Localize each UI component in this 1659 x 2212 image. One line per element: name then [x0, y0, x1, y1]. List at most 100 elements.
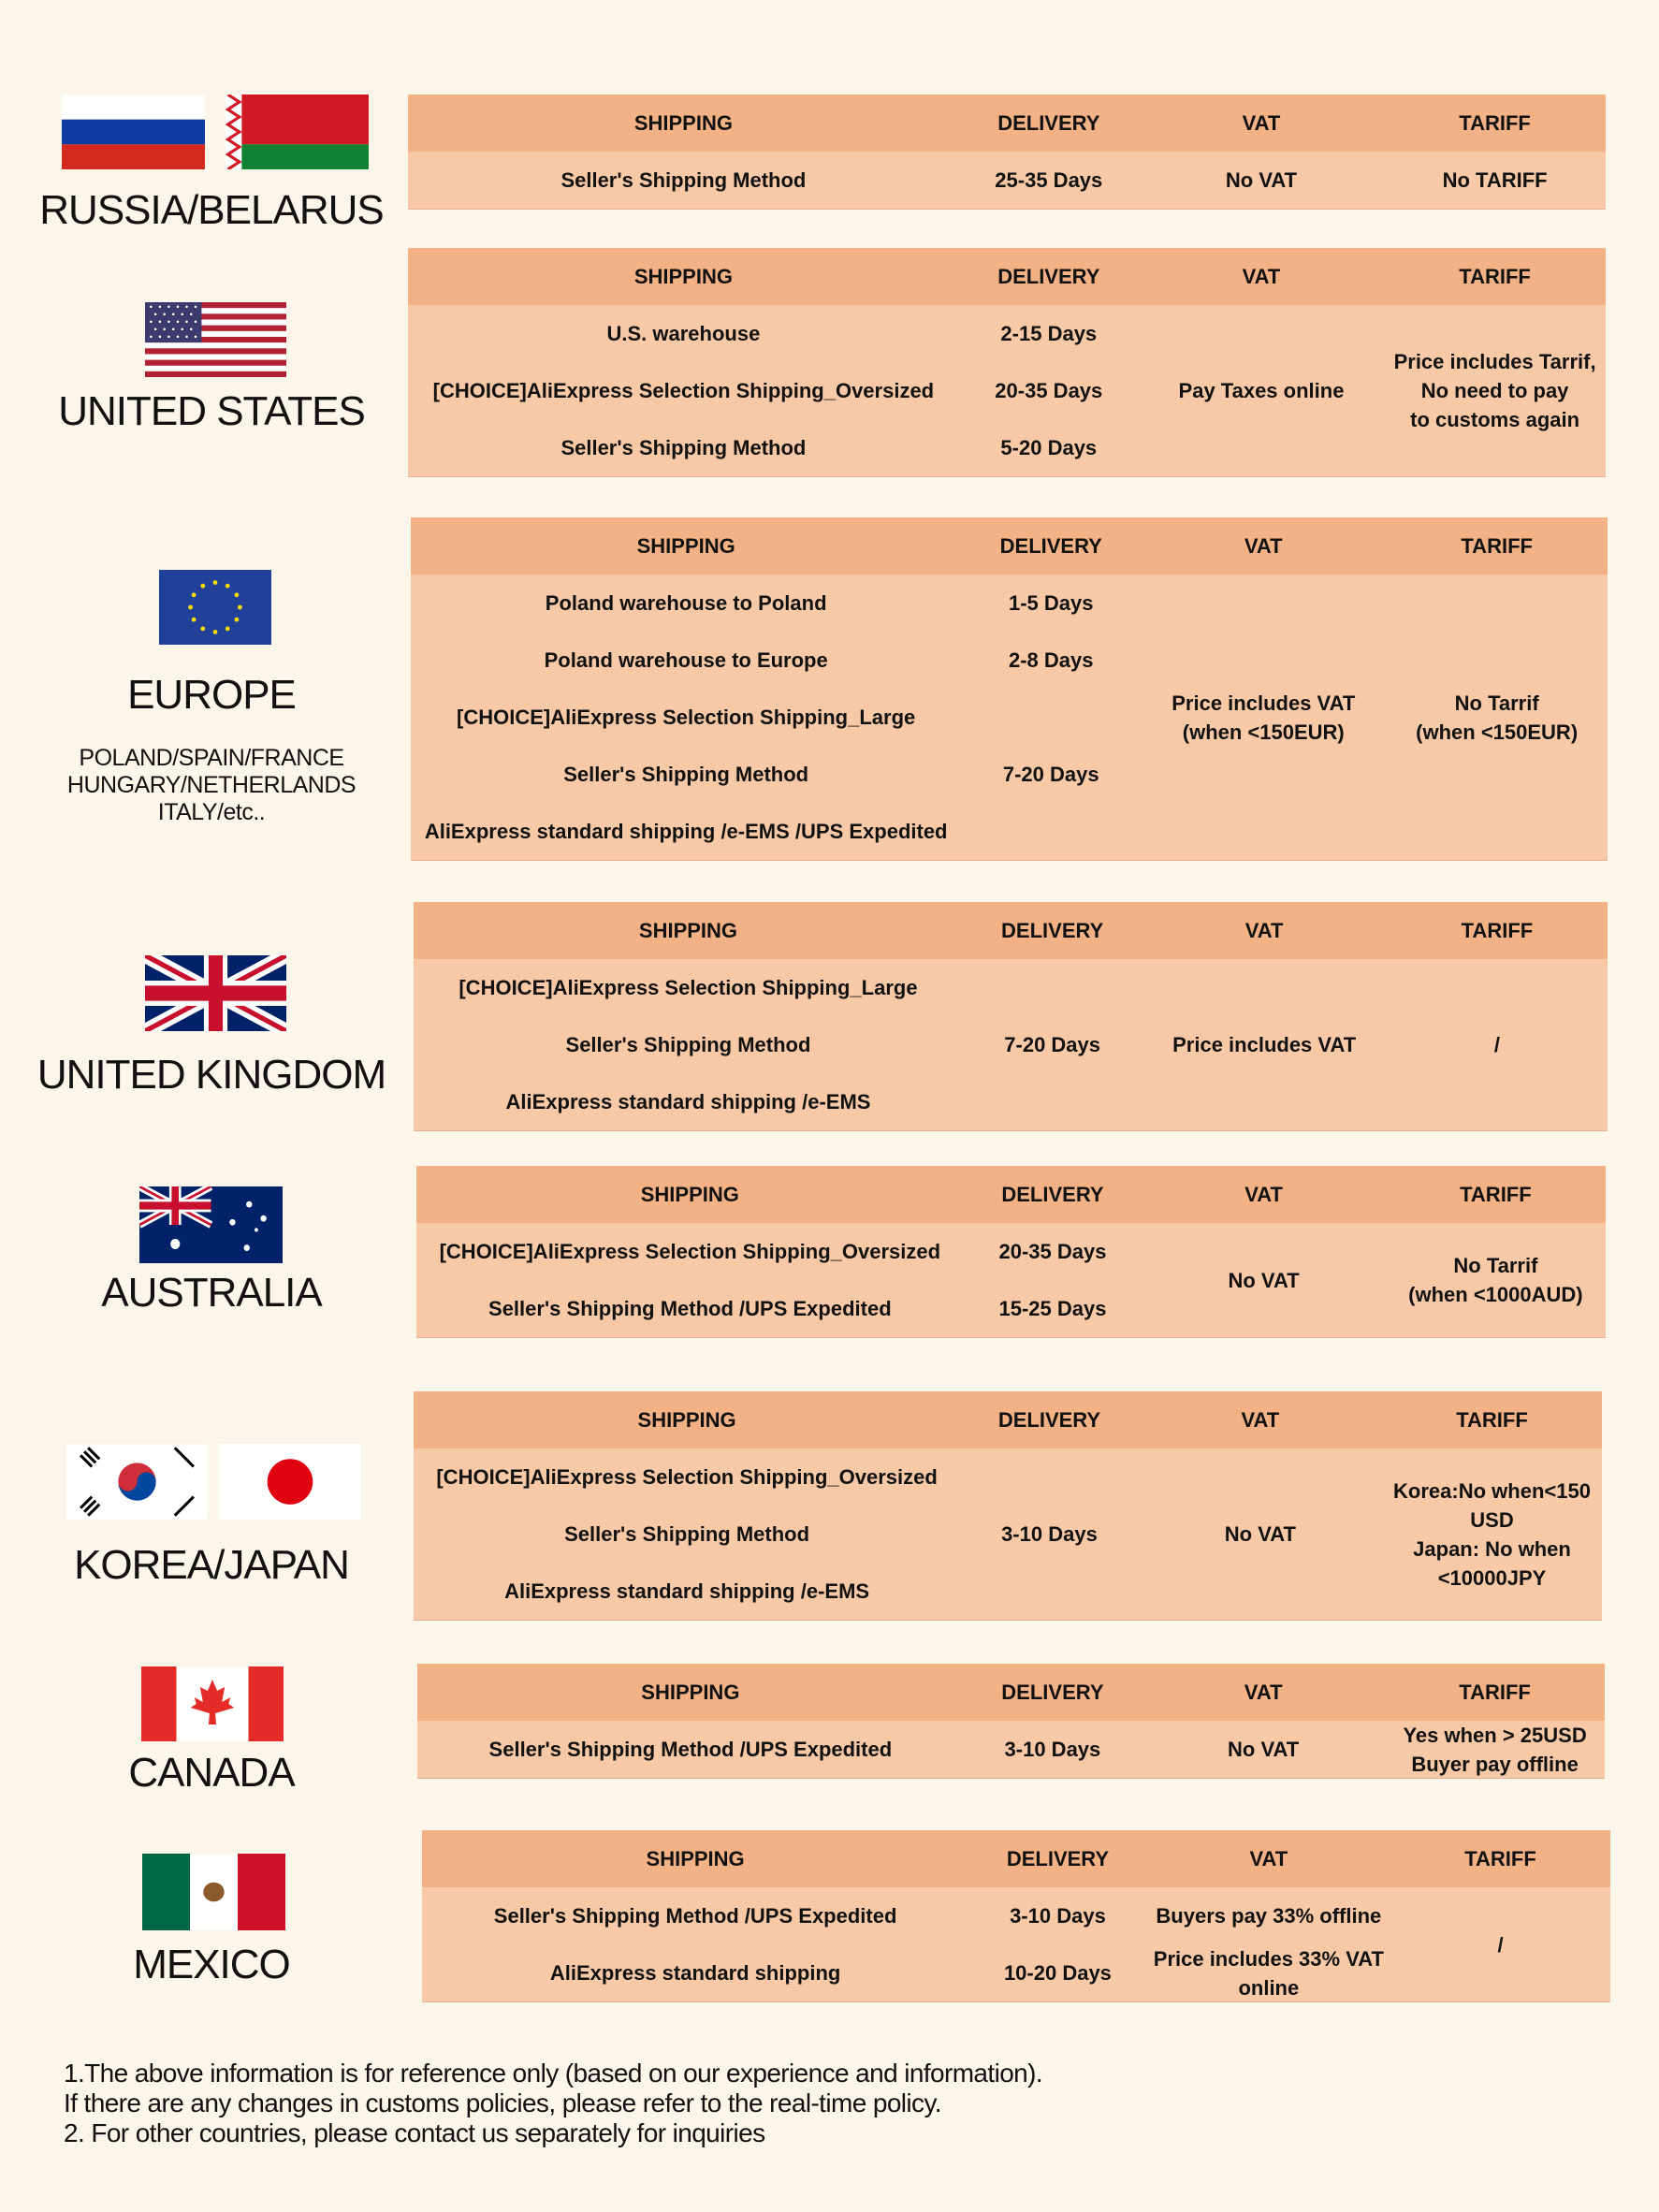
header-tariff: TARIFF: [1386, 902, 1608, 959]
header-tariff: TARIFF: [1390, 1830, 1610, 1887]
shipping-table-australia: SHIPPING DELIVERY VAT TARIFF [CHOICE]AliExpr…: [416, 1166, 1606, 1337]
delivery-cell: [961, 689, 1141, 746]
uk-flag-icon: [145, 955, 286, 1031]
vat-cell: No VAT: [1225, 168, 1298, 192]
shipping-table-europe: SHIPPING DELIVERY VAT TARIFF Poland warehous…: [411, 517, 1608, 860]
delivery-cell: 7-20 Days: [1002, 763, 1099, 786]
header-vat: VAT: [1142, 1166, 1386, 1223]
delivery-cell: 7-20 Days: [1004, 1033, 1101, 1056]
vat-cell: Price includes 33% VAT online: [1153, 1946, 1384, 2000]
header-vat: VAT: [1138, 1391, 1383, 1448]
shipping-cell: Poland warehouse to Poland: [545, 591, 827, 615]
country-label: CANADA: [128, 1750, 295, 1796]
delivery-cell: 25-35 Days: [995, 168, 1103, 192]
shipping-table-russia-belarus: SHIPPING DELIVERY VAT TARIFF Seller's Shippi…: [408, 95, 1606, 209]
shipping-table-canada: SHIPPING DELIVERY VAT TARIFF Seller's Shippi…: [417, 1664, 1605, 1778]
header-shipping: SHIPPING: [416, 1166, 964, 1223]
shipping-cell: [CHOICE]AliExpress Selection Shipping_Ov…: [439, 1240, 941, 1263]
shipping-cell: Seller's Shipping Method: [565, 1033, 811, 1056]
country-label: AUSTRALIA: [101, 1270, 323, 1316]
country-label: RUSSIA/BELARUS: [39, 187, 384, 233]
eu-flag-icon: [159, 570, 271, 645]
canada-flag-icon: [141, 1666, 284, 1741]
shipping-cell: Poland warehouse to Europe: [544, 648, 828, 672]
country-label: UNITED KINGDOM: [36, 1052, 386, 1098]
vat-cell: Pay Taxes online: [1178, 379, 1345, 402]
header-shipping: SHIPPING: [414, 902, 963, 959]
shipping-cell: AliExpress standard shipping: [549, 1961, 841, 1985]
header-delivery: DELIVERY: [963, 1664, 1142, 1721]
header-tariff: TARIFF: [1385, 1166, 1606, 1223]
shipping-cell: AliExpress standard shipping /e-EMS: [505, 1090, 871, 1113]
shipping-cell: [CHOICE]AliExpress Selection Shipping_Ov…: [432, 379, 935, 402]
delivery-cell: [963, 959, 1142, 1016]
tariff-cell: /: [1493, 1033, 1500, 1056]
tariff-cell: No Tarrif (when <1000AUD): [1408, 1254, 1583, 1306]
region-line: HUNGARY/NETHERLANDS: [66, 772, 357, 798]
header-vat: VAT: [1146, 1830, 1391, 1887]
shipping-cell: [CHOICE]AliExpress Selection Shipping_La…: [457, 706, 916, 729]
mexico-flag-icon: [142, 1854, 285, 1930]
shipping-cell: Seller's Shipping Method /UPS Expedited: [488, 1297, 892, 1320]
tariff-cell: No TARIFF: [1442, 168, 1548, 192]
shipping-table-mexico: SHIPPING DELIVERY VAT TARIFF Seller's Shippi…: [422, 1830, 1610, 2001]
country-label: MEXICO: [133, 1942, 291, 1987]
header-shipping: SHIPPING: [414, 1391, 961, 1448]
header-vat: VAT: [1138, 248, 1385, 305]
vat-cell: No VAT: [1228, 1268, 1300, 1292]
footer-note: 2. For other countries, please contact u…: [64, 2118, 765, 2147]
country-label: EUROPE: [127, 672, 297, 718]
header-delivery: DELIVERY: [961, 517, 1142, 575]
delivery-cell: 20-35 Days: [998, 1240, 1107, 1263]
delivery-cell: [960, 1563, 1139, 1620]
delivery-cell: [960, 1448, 1139, 1506]
shipping-cell: Seller's Shipping Method: [560, 168, 807, 192]
country-label: KOREA/JAPAN: [74, 1542, 350, 1588]
footer-note: 1.The above information is for reference…: [64, 2059, 1043, 2088]
header-shipping: SHIPPING: [411, 517, 962, 575]
shipping-table-korea-japan: SHIPPING DELIVERY VAT TARIFF [CHOICE]AliExpr…: [414, 1391, 1602, 1620]
vat-cell: Price includes VAT (when <150EUR): [1171, 691, 1356, 744]
shipping-cell: Seller's Shipping Method /UPS Expedited: [488, 1738, 893, 1761]
delivery-cell: [963, 1073, 1142, 1130]
vat-cell: No VAT: [1228, 1738, 1300, 1761]
delivery-cell: 5-20 Days: [1000, 436, 1098, 459]
shipping-cell: [CHOICE]AliExpress Selection Shipping_Ov…: [436, 1465, 938, 1489]
tariff-cell: No Tarrif (when <150EUR): [1416, 691, 1579, 744]
delivery-cell: 3-10 Days: [1001, 1522, 1098, 1546]
vat-cell: No VAT: [1224, 1522, 1296, 1546]
header-vat: VAT: [1142, 902, 1387, 959]
delivery-cell: [961, 803, 1141, 860]
header-shipping: SHIPPING: [417, 1664, 964, 1721]
shipping-table-united-kingdom: SHIPPING DELIVERY VAT TARIFF [CHOICE]AliExpr…: [414, 902, 1608, 1130]
delivery-cell: 2-15 Days: [1000, 322, 1098, 345]
header-delivery: DELIVERY: [968, 1830, 1147, 1887]
header-delivery: DELIVERY: [958, 95, 1139, 152]
footer-notes: 1.The above information is for reference…: [64, 2059, 1043, 2148]
vat-cell: Buyers pay 33% offline: [1156, 1904, 1382, 1928]
shipping-cell: AliExpress standard shipping /e-EMS /UPS…: [424, 820, 948, 843]
delivery-cell: 3-10 Days: [1004, 1738, 1101, 1761]
delivery-cell: 2-8 Days: [1008, 648, 1094, 672]
shipping-cell: Seller's Shipping Method: [560, 436, 807, 459]
header-tariff: TARIFF: [1382, 1391, 1602, 1448]
header-shipping: SHIPPING: [408, 95, 959, 152]
region-list: POLAND/SPAIN/FRANCE HUNGARY/NETHERLANDS …: [24, 745, 399, 826]
vat-cell: Price includes VAT: [1172, 1033, 1357, 1056]
footer-note: If there are any changes in customs poli…: [64, 2088, 942, 2117]
header-vat: VAT: [1142, 1664, 1386, 1721]
tariff-cell: Korea:No when<150 USD Japan: No when <10…: [1393, 1478, 1591, 1590]
delivery-cell: 1-5 Days: [1008, 591, 1094, 615]
shipping-cell: Seller's Shipping Method: [564, 1522, 810, 1546]
australia-flag-icon: [139, 1186, 283, 1263]
header-tariff: TARIFF: [1386, 517, 1608, 575]
header-tariff: TARIFF: [1384, 248, 1606, 305]
header-vat: VAT: [1138, 95, 1385, 152]
region-line: POLAND/SPAIN/FRANCE: [79, 745, 344, 771]
header-delivery: DELIVERY: [962, 902, 1142, 959]
region-line: ITALY/etc..: [157, 799, 266, 825]
header-delivery: DELIVERY: [963, 1166, 1142, 1223]
belarus-flag-icon: [226, 95, 369, 169]
delivery-cell: 15-25 Days: [998, 1297, 1107, 1320]
country-label: UNITED STATES: [58, 388, 366, 434]
